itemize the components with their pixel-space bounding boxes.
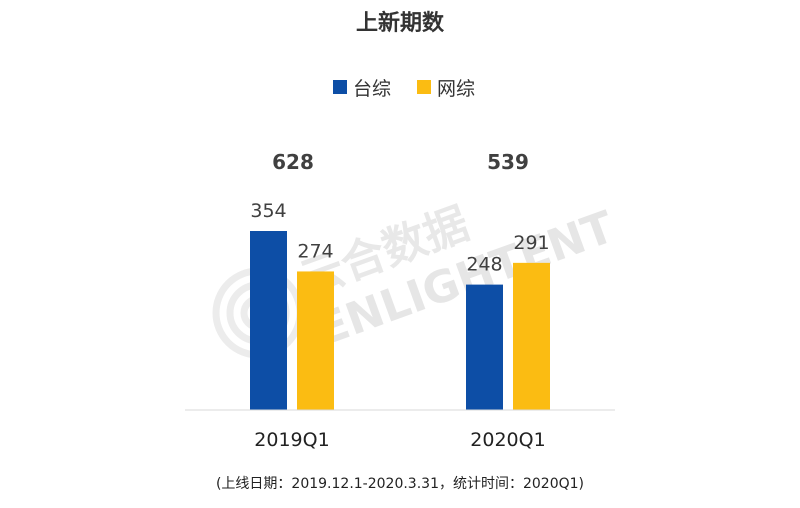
bar-2019q1-series-1 <box>297 271 334 410</box>
x-tick-2020q1: 2020Q1 <box>470 429 545 451</box>
data-label-2020q1-series-1: 291 <box>513 232 549 254</box>
legend-label-wang: 网综 <box>437 78 475 100</box>
bar-2020q1-series-1 <box>513 262 550 410</box>
bar-2019q1-series-0 <box>250 231 287 410</box>
legend-swatch-wang <box>417 80 431 94</box>
labels-group: 354 274 248 291 <box>250 200 549 276</box>
legend: 台综 网综 <box>333 78 475 100</box>
bars-group <box>250 231 550 410</box>
footnote: (上线日期：2019.12.1-2020.3.31，统计时间：2020Q1) <box>216 476 584 492</box>
total-label-2020q1: 539 <box>487 150 529 174</box>
chart-title: 上新期数 <box>356 10 445 36</box>
legend-swatch-tai <box>333 80 347 94</box>
data-label-2020q1-series-0: 248 <box>466 254 502 276</box>
total-label-2019q1: 628 <box>272 150 314 174</box>
bar-2020q1-series-0 <box>466 284 503 410</box>
data-label-2019q1-series-0: 354 <box>250 200 286 222</box>
data-label-2019q1-series-1: 274 <box>297 240 333 262</box>
x-tick-2019q1: 2019Q1 <box>254 429 329 451</box>
legend-label-tai: 台综 <box>353 78 391 100</box>
